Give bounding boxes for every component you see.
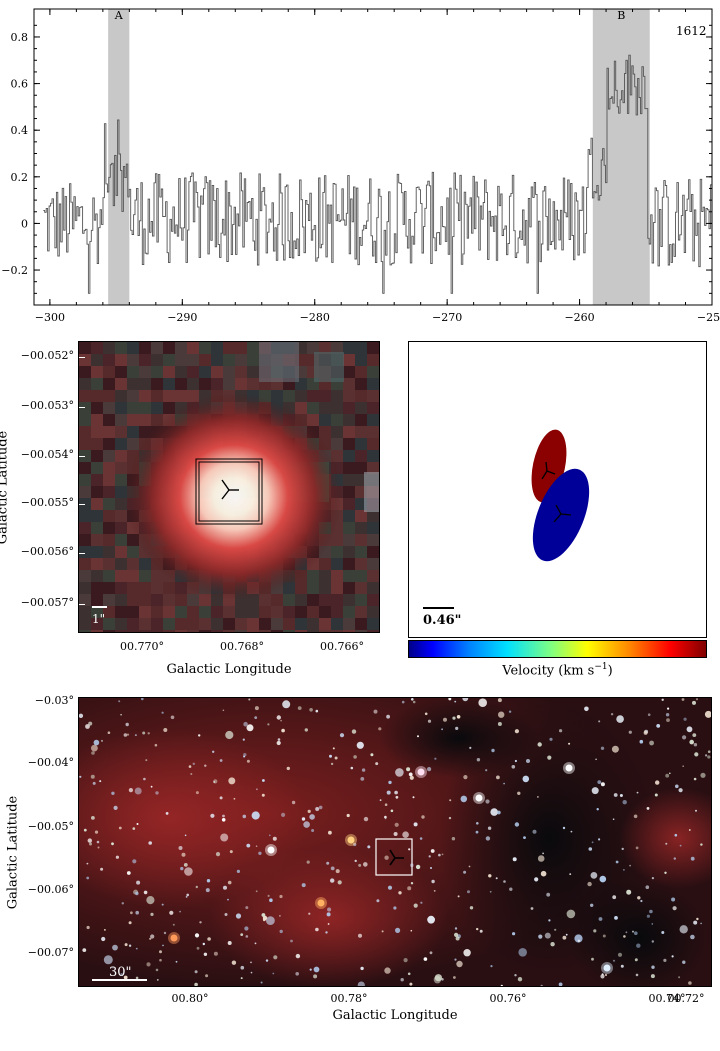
spectrum-xtick-label: −250 bbox=[697, 311, 720, 324]
field-frame bbox=[78, 697, 712, 987]
spectrum-xtick-label: −270 bbox=[432, 311, 462, 324]
zoom-xtick-label: 00.768° bbox=[220, 640, 264, 653]
field-xtick-label: 00.76° bbox=[489, 992, 527, 1005]
blue-lobe bbox=[532, 468, 590, 562]
field-ytick-label: −00.04° bbox=[27, 756, 74, 769]
maser-marker-icon bbox=[221, 479, 239, 500]
field-zoom-box bbox=[375, 838, 413, 876]
zoom-scale-label: 1" bbox=[92, 612, 105, 626]
velocity-colorbar-label: Velocity (km s−1) bbox=[502, 662, 613, 679]
field-ylabel: Galactic Latitude bbox=[5, 795, 21, 910]
field-ytick-label: −00.07° bbox=[27, 946, 74, 959]
spectrum-xtick-label: −300 bbox=[35, 311, 65, 324]
zoom-image: 1" bbox=[79, 342, 379, 632]
velocity-marker-blue-icon bbox=[553, 504, 572, 523]
zoom-frame bbox=[78, 341, 380, 633]
zoom-box-outer bbox=[195, 458, 263, 525]
field-xtick-label: 00.80° bbox=[171, 992, 209, 1005]
spectrum-series bbox=[43, 54, 713, 294]
field-ytick-label: −00.05° bbox=[27, 820, 74, 833]
field-ytick-label: −0.03° bbox=[34, 694, 74, 707]
zoom-ytick-label: −00.053° bbox=[20, 399, 74, 412]
shaded-region-a bbox=[108, 9, 130, 305]
spectrum-chart: A B −300 −290 −280 −270 −260 −250 −0.2 0 0.2 0.4 0.… bbox=[1, 8, 720, 324]
velocity-scale-label: 0.46" bbox=[423, 613, 461, 628]
spectrum-xtick-label: −290 bbox=[167, 311, 197, 324]
spectrum-xtick-label: −280 bbox=[300, 311, 330, 324]
field-ytick-label: −00.06° bbox=[27, 883, 74, 896]
zoom-ytick-label: −00.056° bbox=[20, 545, 74, 558]
region-label-a: A bbox=[114, 9, 124, 22]
field-xtick-label: 00.78° bbox=[330, 992, 368, 1005]
zoom-ytick-label: −00.052° bbox=[20, 349, 74, 362]
zoom-ytick-label: −00.054° bbox=[20, 448, 74, 461]
spectrum-xtick-label: −260 bbox=[564, 311, 594, 324]
field-xtick-label: 00.74° bbox=[648, 992, 686, 1005]
zoom-box-inner bbox=[198, 461, 260, 522]
spectrum-ytick-label: 0 bbox=[21, 217, 28, 230]
shaded-region-b bbox=[592, 9, 650, 305]
region-label-b: B bbox=[617, 9, 625, 22]
field-image: 30" bbox=[79, 698, 711, 986]
zoom-xlabel: Galactic Longitude bbox=[166, 662, 292, 677]
spectrum-ytick-label: −0.2 bbox=[1, 264, 28, 277]
field-maser-marker-icon bbox=[389, 849, 404, 866]
spectrum-ytick-label: 0.6 bbox=[11, 78, 29, 91]
spectrum-ytick-label: 0.2 bbox=[11, 171, 29, 184]
field-scale-label: 30" bbox=[109, 965, 132, 980]
velocity-marker-red-icon bbox=[541, 461, 556, 480]
zoom-ytick-label: −00.055° bbox=[20, 496, 74, 509]
velocity-map: 0.46" bbox=[408, 341, 707, 638]
field-xlabel: Galactic Longitude bbox=[332, 1008, 458, 1023]
spectrum-frame bbox=[33, 8, 713, 306]
field-xtick-label: 00.72° bbox=[667, 992, 705, 1005]
zoom-xtick-label: 00.770° bbox=[120, 640, 164, 653]
spectrum-ytick-label: 0.8 bbox=[11, 31, 29, 44]
zoom-xtick-label: 00.766° bbox=[320, 640, 364, 653]
zoom-ytick-label: −00.057° bbox=[20, 596, 74, 609]
zoom-ylabel: Galactic Latitude bbox=[0, 430, 11, 545]
spectrum-corner-label: 1612 bbox=[676, 24, 707, 38]
spectrum-ytick-label: 0.4 bbox=[11, 124, 29, 137]
velocity-colorbar bbox=[408, 640, 707, 658]
